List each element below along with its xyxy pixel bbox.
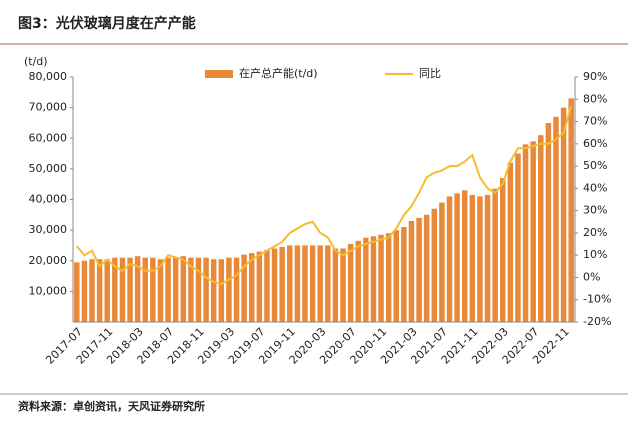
bar [560,107,567,322]
bar [530,141,536,322]
bar [469,194,476,322]
bar [74,262,80,322]
bar [294,245,301,322]
bar [317,245,323,322]
bar [157,259,164,322]
legend-swatch [205,70,233,78]
y2-tick-label: 80% [583,92,607,105]
bar [287,245,293,322]
bar [332,248,339,322]
bar [378,234,384,322]
bar [553,116,559,322]
bar [127,257,133,322]
bar [134,256,141,322]
bar [96,259,103,322]
bar [340,248,346,322]
y2-tick-label: 30% [583,204,607,217]
bar [81,260,88,322]
bar [446,196,453,322]
source: 资料来源：卓创资讯，天风证券研究所 [18,399,205,413]
bar [188,257,194,322]
bar [249,253,255,322]
bar [568,98,574,322]
bar [393,230,399,322]
y-tick-label: 30,000 [29,223,68,236]
y-axis-label: (t/d) [24,55,48,68]
bar [408,220,415,322]
bar [431,208,438,322]
bar [256,251,263,322]
y-tick-label: 20,000 [29,254,68,267]
bar [538,135,544,322]
y2-tick-label: 50% [583,159,607,172]
bar [264,250,270,322]
bar [325,245,331,322]
bar [226,257,232,322]
bar [385,233,392,322]
bar [363,237,369,322]
bar [484,194,491,322]
y2-tick-label: 60% [583,137,607,150]
bar [507,162,514,322]
legend-label: 同比 [419,67,441,80]
y2-tick-label: 90% [583,70,607,83]
bar [522,144,529,322]
y-tick-label: 10,000 [29,284,68,297]
bar [180,256,187,322]
bar [218,259,225,322]
bar [241,254,247,322]
bar [104,259,110,322]
bar [461,190,468,322]
bar [279,246,285,322]
bar [370,236,377,322]
y-tick-label: 50,000 [29,162,68,175]
bar [119,257,126,322]
bar [423,214,430,322]
bar [500,178,506,322]
line [76,105,573,286]
bar [309,245,316,322]
bar [515,153,521,322]
legend-label: 在产总产能(t/d) [239,66,318,80]
bar [195,257,202,322]
y2-tick-label: 10% [583,248,607,261]
bar [89,259,95,322]
bar [492,188,498,322]
bar [347,243,354,322]
bar [142,257,148,322]
bar [271,248,278,322]
bar [454,193,460,322]
bar [355,240,361,322]
y-tick-label: 80,000 [29,70,68,83]
bar [439,202,445,322]
bar [210,259,217,322]
y-tick-label: 40,000 [29,193,68,206]
bar [233,257,240,322]
bar [401,227,407,322]
bar [203,257,209,322]
y2-tick-label: 0% [583,270,600,283]
bar [545,122,552,322]
y2-tick-label: 20% [583,226,607,239]
y2-tick-label: -20% [583,315,611,328]
y2-tick-label: -10% [583,293,611,306]
bar [302,245,308,322]
bar [165,257,171,322]
bar [477,196,483,322]
y-tick-label: 70,000 [29,101,68,114]
y2-tick-label: 70% [583,115,607,128]
bar [150,257,156,322]
y2-tick-label: 40% [583,181,607,194]
bar [112,257,118,322]
bar [416,217,422,322]
bar [172,257,179,322]
y-tick-label: 60,000 [29,131,68,144]
chart-title: 图3：光伏玻璃月度在产产能 [18,15,196,32]
